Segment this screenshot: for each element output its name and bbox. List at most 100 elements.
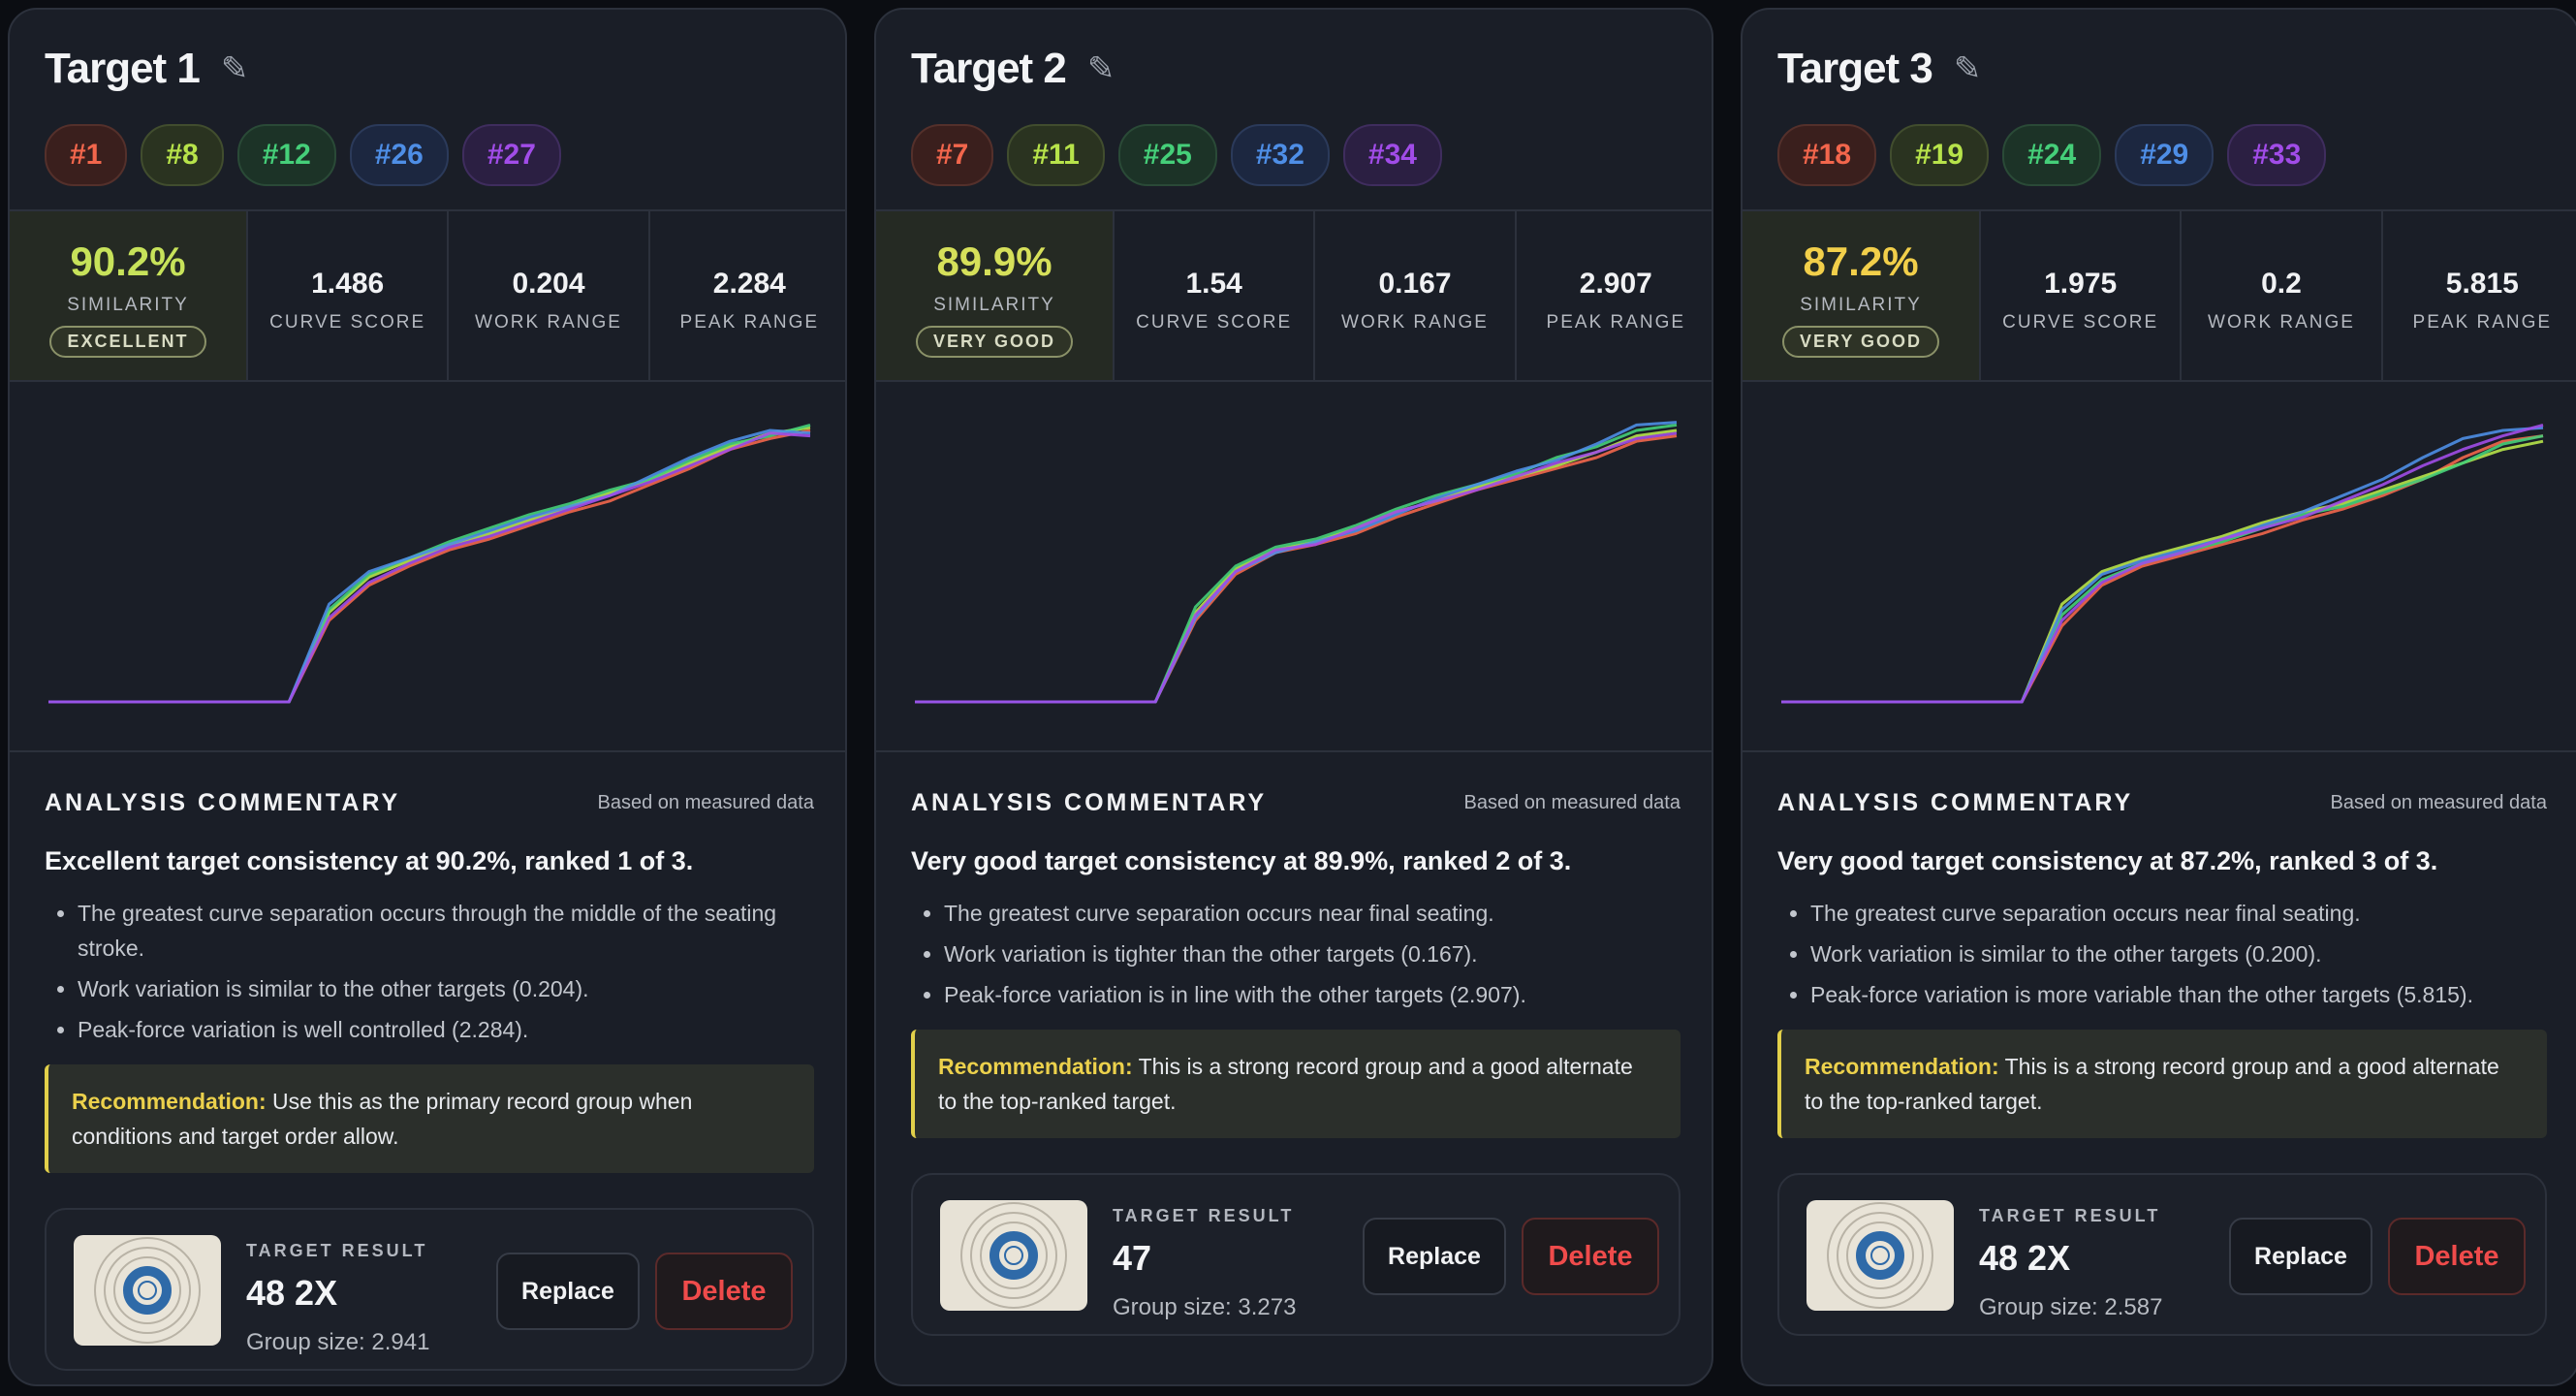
- shot-tag[interactable]: #25: [1117, 124, 1217, 186]
- commentary-bullet: The greatest curve separation occurs thr…: [78, 896, 814, 966]
- commentary-summary: Very good target consistency at 87.2%, r…: [1777, 846, 2438, 875]
- pencil-icon[interactable]: ✎: [220, 50, 249, 87]
- curve-score-metric: 1.54 CURVE SCORE: [1115, 211, 1316, 380]
- group-size: Group size: 3.273: [1113, 1294, 1297, 1320]
- target-face-icon: [94, 1237, 201, 1344]
- similarity-label: SIMILARITY: [67, 295, 189, 315]
- force-curve-line: [915, 428, 1678, 704]
- force-curve-line: [1781, 423, 2544, 704]
- shot-tag[interactable]: #1: [45, 124, 128, 186]
- commentary-source: Based on measured data: [2330, 792, 2548, 813]
- peak-range-metric: 2.907 PEAK RANGE: [1517, 211, 1712, 380]
- recommendation-box: Recommendation: This is a strong record …: [1777, 1030, 2547, 1138]
- target-result-value: 48 2X: [246, 1273, 338, 1313]
- metrics-row: 89.9% SIMILARITY VERY GOOD 1.54 CURVE SC…: [876, 209, 1712, 382]
- shot-tag[interactable]: #29: [2115, 124, 2215, 186]
- recommendation-text: This is a strong record group and a good…: [938, 1054, 1633, 1114]
- target-card: Target 3 ✎ #18 #19 #24 #29 #33 87.2% SIM…: [1741, 8, 2576, 1386]
- delete-button[interactable]: Delete: [2388, 1218, 2526, 1295]
- work-range-label: WORK RANGE: [1341, 312, 1489, 333]
- peak-range-value: 5.815: [2445, 268, 2519, 300]
- target-thumbnail[interactable]: [940, 1200, 1087, 1311]
- metrics-row: 87.2% SIMILARITY VERY GOOD 1.975 CURVE S…: [1743, 209, 2576, 382]
- similarity-label: SIMILARITY: [1800, 295, 1922, 315]
- similarity-label: SIMILARITY: [933, 295, 1055, 315]
- force-curve-chart: [1743, 382, 2576, 752]
- target-result-value: 48 2X: [1979, 1238, 2071, 1278]
- commentary-title: ANALYSIS COMMENTARY: [911, 789, 1268, 816]
- target-result-label: TARGET RESULT: [1979, 1206, 2161, 1225]
- target-face-icon: [960, 1202, 1067, 1309]
- commentary-title: ANALYSIS COMMENTARY: [1777, 789, 2134, 816]
- pencil-icon[interactable]: ✎: [1953, 50, 1982, 87]
- commentary-bullet: The greatest curve separation occurs nea…: [944, 896, 1681, 931]
- target-card: Target 1 ✎ #1 #8 #12 #26 #27 90.2% SIMIL…: [8, 8, 847, 1386]
- commentary-source: Based on measured data: [1463, 792, 1681, 813]
- target-face-icon: [1827, 1202, 1933, 1309]
- commentary-title: ANALYSIS COMMENTARY: [45, 789, 401, 816]
- shot-tag[interactable]: #33: [2227, 124, 2327, 186]
- similarity-value: 89.9%: [936, 238, 1052, 284]
- shot-tags: #18 #19 #24 #29 #33: [1777, 124, 2327, 186]
- work-range-metric: 0.2 WORK RANGE: [2182, 211, 2383, 380]
- target-result-label: TARGET RESULT: [246, 1241, 428, 1260]
- peak-range-label: PEAK RANGE: [2412, 312, 2553, 333]
- similarity-value: 87.2%: [1803, 238, 1919, 284]
- shot-tag[interactable]: #7: [911, 124, 994, 186]
- commentary-bullets: The greatest curve separation occurs thr…: [45, 896, 814, 1047]
- shot-tag[interactable]: #18: [1777, 124, 1877, 186]
- shot-tag[interactable]: #24: [2002, 124, 2102, 186]
- commentary-source: Based on measured data: [597, 792, 815, 813]
- commentary-bullet: Peak-force variation is well controlled …: [78, 1012, 814, 1047]
- target-card: Target 2 ✎ #7 #11 #25 #32 #34 89.9% SIMI…: [874, 8, 1713, 1386]
- recommendation-key: Recommendation:: [1805, 1054, 1999, 1079]
- curve-score-label: CURVE SCORE: [269, 312, 426, 333]
- shot-tag[interactable]: #27: [461, 124, 561, 186]
- analysis-commentary: ANALYSIS COMMENTARY Based on measured da…: [45, 752, 814, 1371]
- shot-tag[interactable]: #11: [1007, 124, 1105, 186]
- commentary-bullet: Work variation is tighter than the other…: [944, 936, 1681, 971]
- replace-button[interactable]: Replace: [1363, 1218, 1506, 1295]
- work-range-metric: 0.167 WORK RANGE: [1315, 211, 1517, 380]
- work-range-metric: 0.204 WORK RANGE: [449, 211, 650, 380]
- commentary-summary: Very good target consistency at 89.9%, r…: [911, 846, 1572, 875]
- curve-score-label: CURVE SCORE: [1136, 312, 1293, 333]
- force-curve-chart: [876, 382, 1712, 752]
- metrics-row: 90.2% SIMILARITY EXCELLENT 1.486 CURVE S…: [10, 209, 845, 382]
- shot-tag[interactable]: #12: [236, 124, 336, 186]
- shot-tag[interactable]: #8: [141, 124, 224, 186]
- pencil-icon[interactable]: ✎: [1086, 50, 1115, 87]
- delete-button[interactable]: Delete: [655, 1253, 793, 1330]
- shot-tag[interactable]: #19: [1890, 124, 1990, 186]
- similarity-metric: 90.2% SIMILARITY EXCELLENT: [10, 211, 248, 380]
- group-size: Group size: 2.587: [1979, 1294, 2163, 1320]
- target-thumbnail[interactable]: [1806, 1200, 1954, 1311]
- delete-button[interactable]: Delete: [1522, 1218, 1659, 1295]
- work-range-label: WORK RANGE: [2208, 312, 2355, 333]
- replace-button[interactable]: Replace: [2229, 1218, 2372, 1295]
- curve-score-label: CURVE SCORE: [2002, 312, 2159, 333]
- peak-range-metric: 5.815 PEAK RANGE: [2383, 211, 2576, 380]
- rating-badge: EXCELLENT: [49, 326, 206, 358]
- shot-tag[interactable]: #26: [349, 124, 449, 186]
- shot-tag[interactable]: #34: [1342, 124, 1442, 186]
- recommendation-box: Recommendation: Use this as the primary …: [45, 1064, 814, 1173]
- commentary-bullet: Work variation is similar to the other t…: [78, 971, 814, 1006]
- work-range-value: 0.204: [512, 268, 585, 300]
- shot-tag[interactable]: #32: [1230, 124, 1330, 186]
- force-curve-line: [1781, 434, 2544, 704]
- replace-button[interactable]: Replace: [496, 1253, 640, 1330]
- target-result-panel: TARGET RESULT 47 Group size: 3.273 Repla…: [911, 1173, 1681, 1336]
- force-curve-svg: [48, 423, 811, 704]
- curve-score-value: 1.486: [311, 268, 385, 300]
- peak-range-label: PEAK RANGE: [1546, 312, 1686, 333]
- target-thumbnail[interactable]: [74, 1235, 221, 1346]
- force-curve-line: [48, 426, 811, 704]
- target-result-value: 47: [1113, 1238, 1152, 1278]
- similarity-metric: 87.2% SIMILARITY VERY GOOD: [1743, 211, 1981, 380]
- force-curve-line: [915, 434, 1678, 704]
- shot-tags: #7 #11 #25 #32 #34: [911, 124, 1442, 186]
- target-result-label: TARGET RESULT: [1113, 1206, 1295, 1225]
- commentary-bullets: The greatest curve separation occurs nea…: [1777, 896, 2547, 1012]
